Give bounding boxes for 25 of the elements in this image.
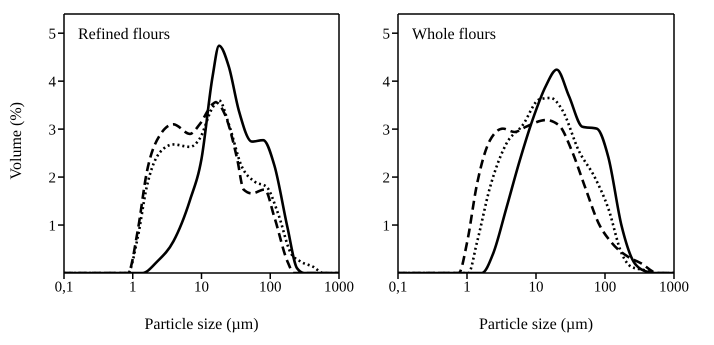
y-tick-label: 1 [382, 218, 390, 234]
x-tick-label: 1000 [659, 280, 689, 296]
text: Refined flours [78, 26, 170, 44]
text: Whole flours [412, 26, 496, 44]
x-axis-title: Particle size (µm) [144, 316, 259, 333]
x-tick-label: 1 [463, 280, 471, 296]
x-axis-title: Particle size (µm) [478, 316, 594, 333]
y-tick-label: 2 [48, 170, 56, 186]
y-axis-title: Volume (%) [8, 102, 26, 180]
y-tick-label: 3 [48, 122, 56, 138]
y-tick-label: 4 [48, 74, 56, 90]
x-tick-label: 0,1 [388, 280, 408, 296]
y-tick-label: 5 [48, 26, 56, 43]
x-tick-label: 0,1 [54, 280, 74, 296]
x-tick-label: 1000 [324, 280, 354, 296]
y-tick-label: 5 [382, 26, 390, 43]
x-tick-label: 100 [594, 280, 616, 296]
y-tick-label: 3 [382, 122, 390, 138]
x-tick-label: 10 [528, 280, 544, 296]
x-tick-label: 10 [194, 280, 209, 296]
y-tick-label: 1 [48, 218, 56, 234]
y-tick-label: 4 [382, 74, 390, 90]
x-tick-label: 1 [129, 280, 136, 296]
x-tick-label: 100 [259, 280, 282, 296]
y-tick-label: 2 [382, 170, 390, 186]
